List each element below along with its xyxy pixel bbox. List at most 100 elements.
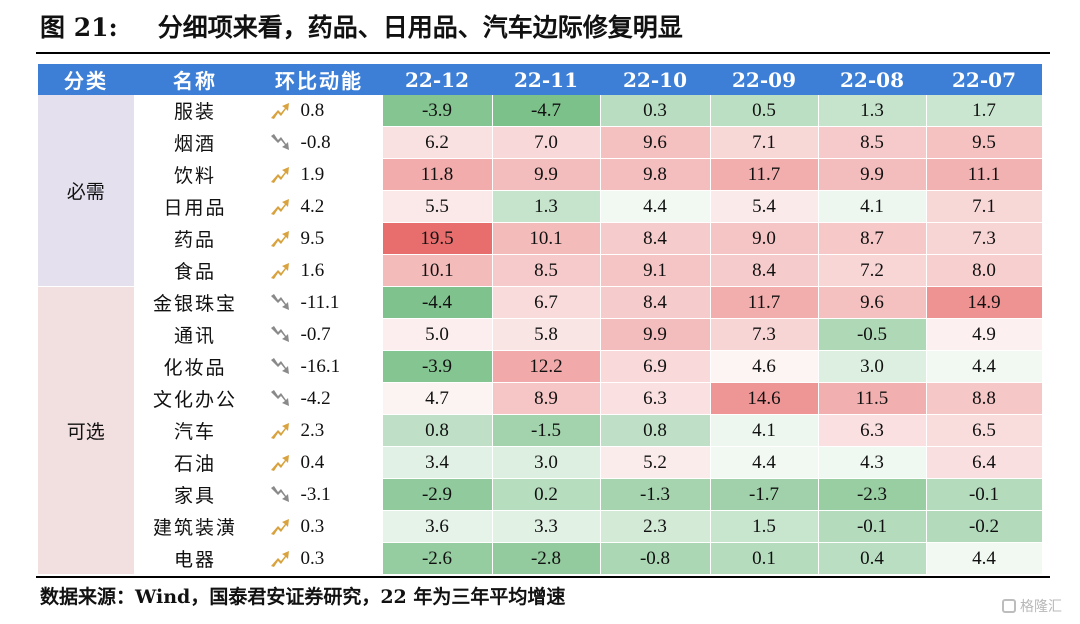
heatmap-cell: -3.9	[382, 95, 493, 127]
heatmap-cell: -4.4	[382, 286, 493, 319]
heatmap-cell: 5.5	[382, 190, 493, 223]
heatmap-cell: 8.5	[818, 126, 927, 159]
heatmap-cell: 5.4	[710, 190, 819, 223]
trend-up-arrow-icon	[270, 550, 289, 567]
trend-down-arrow-icon	[270, 293, 289, 310]
trend-down-icon	[269, 325, 291, 345]
table-row: 药品 9.5 19.5 10.1 8.4 9.0 8.7 7.3	[38, 222, 1043, 255]
heatmap-cell: 9.9	[818, 158, 927, 191]
table-row: 饮料 1.9 11.8 9.9 9.8 11.7 9.9 11.1	[38, 158, 1043, 191]
heatmap-cell: -2.3	[818, 478, 927, 511]
heatmap-cell: 8.9	[492, 382, 601, 415]
item-name-cell: 食品	[134, 254, 257, 287]
heatmap-cell: 4.4	[710, 446, 819, 479]
item-name-cell: 文化办公	[134, 382, 257, 415]
column-header-8: 22-07	[926, 64, 1042, 95]
trend-up-arrow-icon	[270, 422, 289, 439]
momentum-cell: -11.1	[256, 286, 383, 319]
item-name-cell: 通讯	[134, 318, 257, 351]
momentum-cell: 2.3	[256, 414, 383, 447]
trend-up-icon	[269, 165, 291, 185]
item-name-cell: 化妆品	[134, 350, 257, 383]
table-row: 食品 1.6 10.1 8.5 9.1 8.4 7.2 8.0	[38, 254, 1043, 287]
heatmap-cell: 4.3	[818, 446, 927, 479]
heatmap-cell: 5.2	[600, 446, 711, 479]
figure-title: 图 21: 分细项来看，药品、日用品、汽车边际修复明显	[40, 8, 683, 44]
momentum-value: -16.1	[300, 355, 341, 377]
heatmap-cell: 4.9	[926, 318, 1043, 351]
trend-up-arrow-icon	[270, 262, 289, 279]
momentum-value: 0.3	[300, 547, 325, 569]
trend-up-icon	[269, 229, 291, 249]
heatmap-cell: -3.9	[382, 350, 493, 383]
heatmap-cell: 10.1	[492, 222, 601, 255]
heatmap-cell: 9.1	[600, 254, 711, 287]
heatmap-cell: 7.3	[926, 222, 1043, 255]
momentum-value: 2.3	[300, 419, 325, 441]
heatmap-cell: 7.1	[710, 126, 819, 159]
heatmap-cell: -1.5	[492, 414, 601, 447]
item-name-cell: 烟酒	[134, 126, 257, 159]
column-header-3: 22-12	[382, 64, 492, 95]
heatmap-cell: 4.4	[600, 190, 711, 223]
trend-up-arrow-icon	[270, 166, 289, 183]
momentum-cell: -16.1	[256, 350, 383, 383]
watermark: 格隆汇	[1002, 596, 1062, 616]
column-header-2: 环比动能	[256, 64, 382, 95]
heatmap-cell: -4.7	[492, 95, 601, 127]
momentum-value: 9.5	[300, 227, 325, 249]
watermark-logo-icon	[1002, 599, 1016, 613]
category-cell: 必需	[38, 95, 135, 287]
momentum-value: 0.3	[300, 515, 325, 537]
heatmap-cell: -1.3	[600, 478, 711, 511]
momentum-value: 1.6	[300, 259, 325, 281]
heatmap-cell: 9.9	[600, 318, 711, 351]
bottom-rule	[36, 576, 1050, 578]
momentum-cell: 1.9	[256, 158, 383, 191]
item-name-cell: 石油	[134, 446, 257, 479]
table-row: 文化办公 -4.2 4.7 8.9 6.3 14.6 11.5 8.8	[38, 382, 1043, 415]
heatmap-cell: 19.5	[382, 222, 493, 255]
heatmap-cell: 9.6	[818, 286, 927, 319]
trend-down-arrow-icon	[270, 325, 289, 342]
heatmap-cell: 7.1	[926, 190, 1043, 223]
momentum-cell: 9.5	[256, 222, 383, 255]
table-row: 必需 服装 0.8 -3.9 -4.7 0.3 0.5 1.3 1.7	[38, 95, 1043, 287]
heatmap-cell: 11.5	[818, 382, 927, 415]
heatmap-cell: 9.5	[926, 126, 1043, 159]
momentum-cell: -3.1	[256, 478, 383, 511]
momentum-cell: 4.2	[256, 190, 383, 223]
trend-down-arrow-icon	[270, 133, 289, 150]
heatmap-cell: 11.7	[710, 158, 819, 191]
momentum-value: 0.8	[300, 99, 325, 121]
momentum-cell: 0.3	[256, 542, 383, 575]
heatmap-cell: 0.4	[818, 542, 927, 575]
column-header-6: 22-09	[710, 64, 818, 95]
trend-up-arrow-icon	[270, 230, 289, 247]
table-row: 石油 0.4 3.4 3.0 5.2 4.4 4.3 6.4	[38, 446, 1043, 479]
heatmap-cell: 6.7	[492, 286, 601, 319]
trend-up-icon	[269, 197, 291, 217]
heatmap-cell: 0.5	[710, 95, 819, 127]
column-header-7: 22-08	[818, 64, 926, 95]
heatmap-cell: 5.8	[492, 318, 601, 351]
heatmap-table: 分类 名称 环比动能 22-12 22-11 22-10 22-09 22-08 22-07 必…	[38, 64, 1043, 575]
momentum-value: -11.1	[300, 291, 340, 313]
momentum-value: -4.2	[300, 387, 331, 409]
header-row: 分类 名称 环比动能 22-12 22-11 22-10 22-09 22-08 22-07	[38, 64, 1042, 95]
momentum-cell: 0.4	[256, 446, 383, 479]
trend-up-arrow-icon	[270, 102, 289, 119]
momentum-value: 0.4	[300, 451, 325, 473]
item-name-cell: 服装	[134, 95, 257, 127]
momentum-cell: 1.6	[256, 254, 383, 287]
heatmap-cell: 8.4	[600, 286, 711, 319]
table-body: 必需 服装 0.8 -3.9 -4.7 0.3 0.5 1.3 1.7 烟酒 -0.8 6.2 7.0 9…	[38, 95, 1043, 575]
column-header-4: 22-11	[492, 64, 600, 95]
trend-down-arrow-icon	[270, 357, 289, 374]
heatmap-cell: 8.8	[926, 382, 1043, 415]
source-note: 数据来源：Wind，国泰君安证券研究，22 年为三年平均增速	[40, 586, 566, 608]
item-name-cell: 电器	[134, 542, 257, 575]
heatmap-cell: 12.2	[492, 350, 601, 383]
heatmap-cell: 3.0	[492, 446, 601, 479]
momentum-cell: 0.3	[256, 510, 383, 543]
